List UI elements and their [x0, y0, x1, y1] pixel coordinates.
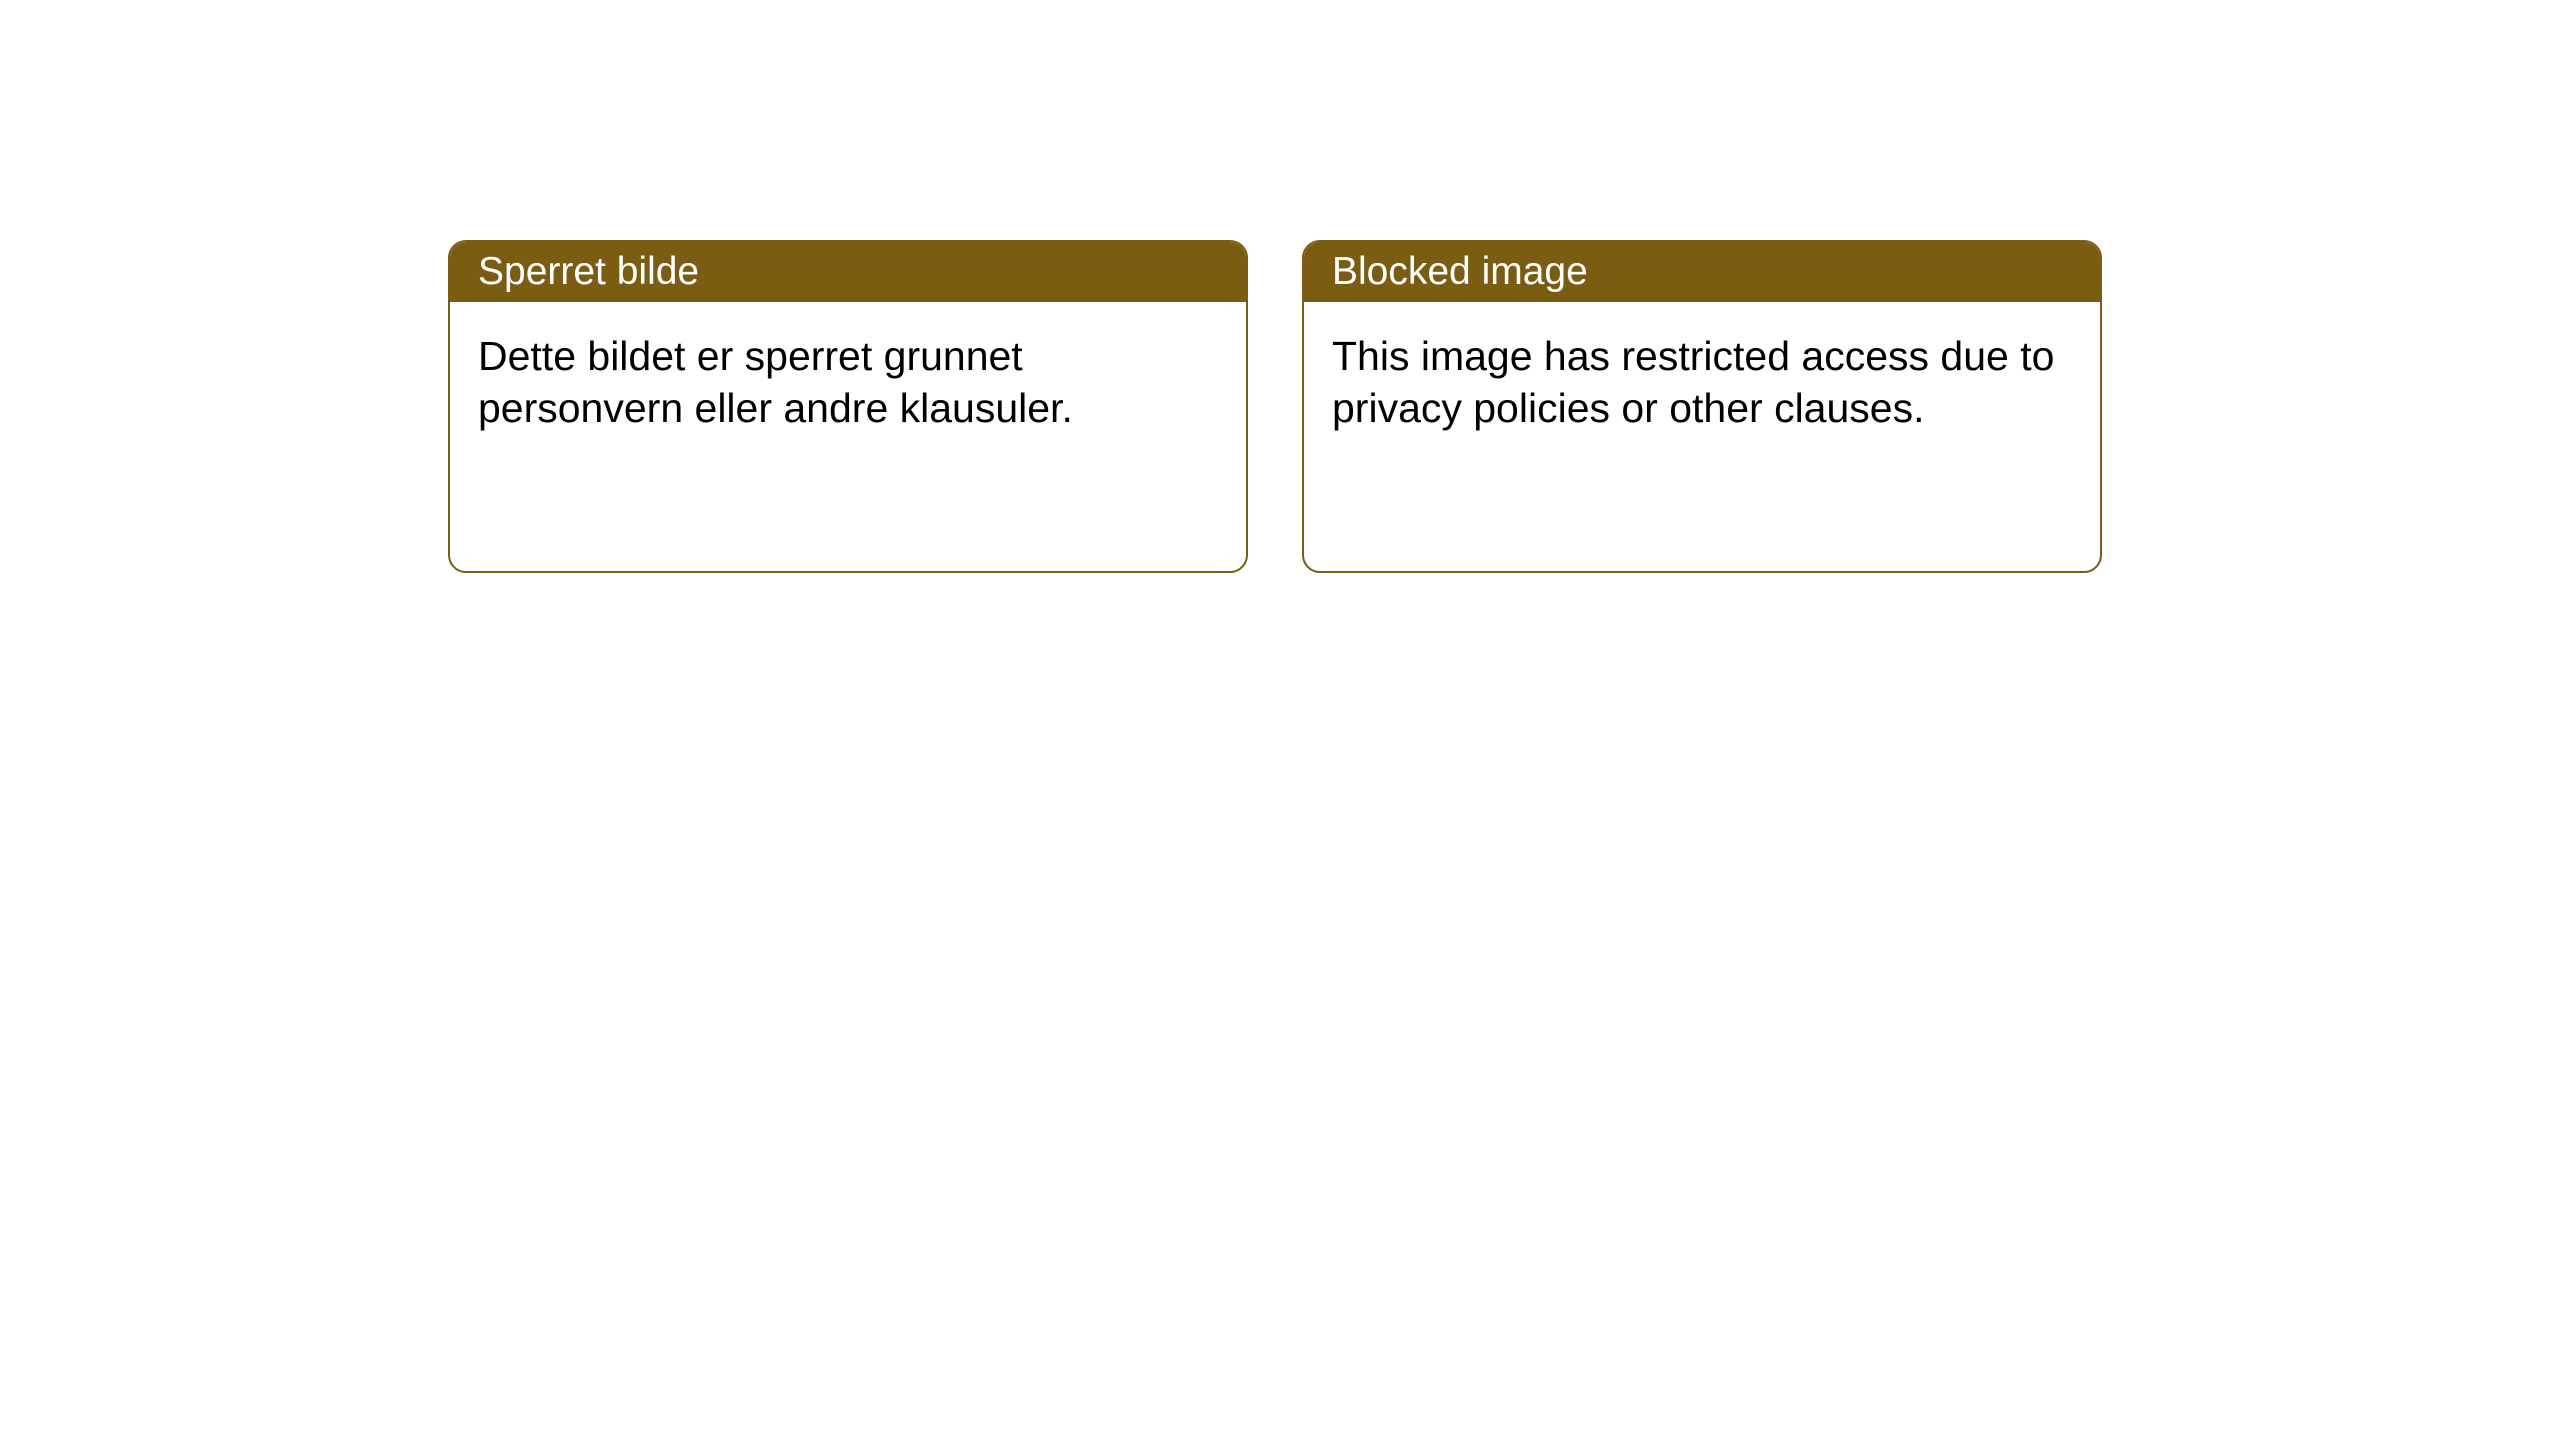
card-body-no: Dette bildet er sperret grunnet personve…	[450, 302, 1246, 463]
blocked-image-card-en: Blocked image This image has restricted …	[1302, 240, 2102, 573]
card-header-en: Blocked image	[1304, 242, 2100, 302]
card-title-no: Sperret bilde	[478, 250, 699, 293]
card-body-en: This image has restricted access due to …	[1304, 302, 2100, 463]
card-body-text-no: Dette bildet er sperret grunnet personve…	[478, 333, 1073, 431]
card-title-en: Blocked image	[1332, 250, 1588, 293]
card-body-text-en: This image has restricted access due to …	[1332, 333, 2054, 431]
card-header-no: Sperret bilde	[450, 242, 1246, 302]
blocked-image-card-no: Sperret bilde Dette bildet er sperret gr…	[448, 240, 1248, 573]
notice-container: Sperret bilde Dette bildet er sperret gr…	[0, 0, 2560, 573]
